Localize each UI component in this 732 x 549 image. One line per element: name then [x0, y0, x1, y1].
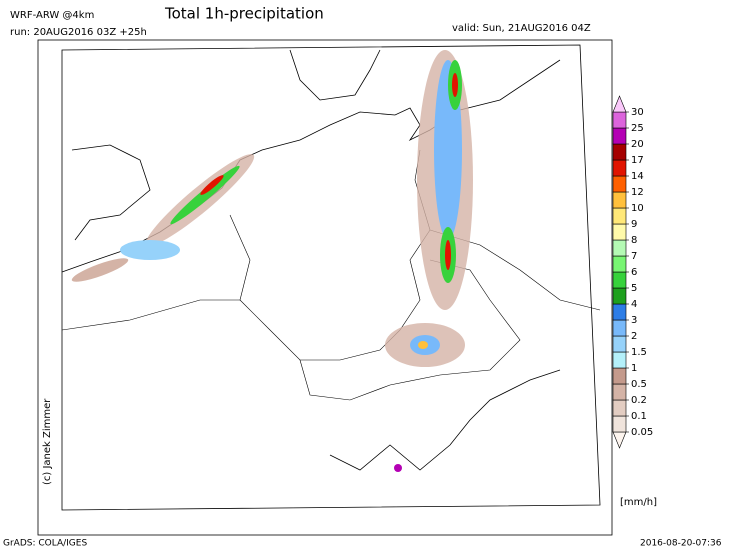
colorbar-box — [612, 207, 627, 225]
plot-frame — [37, 39, 613, 536]
colorbar-box — [612, 175, 627, 193]
colorbar-label: 0.2 — [631, 395, 647, 406]
colorbar-label: 1 — [631, 363, 637, 374]
colorbar-box — [612, 415, 627, 433]
colorbar-box — [612, 255, 627, 273]
colorbar-box — [612, 383, 627, 401]
map-frame — [61, 44, 601, 511]
colorbar-label: 0.5 — [631, 379, 647, 390]
colorbar-label: 0.05 — [631, 427, 653, 438]
coastline — [71, 144, 151, 241]
precipitation — [71, 50, 473, 472]
colorbar-label: 4 — [631, 299, 637, 310]
colorbar-label: 9 — [631, 219, 637, 230]
colorbar-box — [612, 159, 627, 177]
timestamp: 2016-08-20-07:36 — [640, 539, 722, 549]
colorbar-label: 1.5 — [631, 347, 647, 358]
precip-area — [418, 341, 428, 349]
colorbar-label: 14 — [631, 171, 644, 182]
colorbar-box — [612, 143, 627, 161]
colorbar-box — [612, 111, 627, 129]
legend-unit: [mm/h] — [620, 497, 657, 508]
colorbar-label: 2 — [631, 331, 637, 342]
colorbar-label: 20 — [631, 139, 644, 150]
precip-area — [71, 258, 129, 282]
colorbar-label: 5 — [631, 283, 637, 294]
precip-area — [445, 240, 451, 270]
colorbar-label: 25 — [631, 123, 644, 134]
precip-area — [452, 73, 458, 97]
precip-area — [170, 165, 240, 225]
coastline — [329, 369, 561, 471]
colorbar-label: 10 — [631, 203, 644, 214]
colorbar: 0.05 0.1 0.2 0.5 1 1.5 2 3 4 5 6 7 8 9 10 12 14 17 20 25 30 — [612, 95, 653, 449]
colorbar-box — [612, 271, 627, 289]
colorbar-box — [612, 191, 627, 209]
colorbar-box — [612, 319, 627, 337]
colorbar-box — [612, 335, 627, 353]
colorbar-label: 17 — [631, 155, 644, 166]
map — [61, 44, 601, 511]
precip-area — [200, 175, 224, 195]
colorbar-box — [612, 367, 627, 385]
colorbar-box — [612, 351, 627, 369]
colorbar-label: 8 — [631, 235, 637, 246]
valid-label: valid: Sun, 21AUG2016 04Z — [452, 23, 591, 34]
colorbar-label: 6 — [631, 267, 637, 278]
colorbar-box — [612, 223, 627, 241]
run-label: run: 20AUG2016 03Z +25h — [10, 27, 147, 38]
credit: (c) Janek Zimmer — [42, 398, 53, 485]
colorbar-box — [612, 303, 627, 321]
colorbar-box — [612, 287, 627, 305]
colorbar-label: 12 — [631, 187, 644, 198]
colorbar-label: 3 — [631, 315, 637, 326]
colorbar-box — [612, 399, 627, 417]
colorbar-box — [612, 127, 627, 145]
colorbar-end — [612, 95, 627, 113]
colorbar-label: 7 — [631, 251, 637, 262]
title: Total 1h-precipitation — [164, 5, 324, 23]
colorbar-label: 0.1 — [631, 411, 647, 422]
precip-area — [394, 464, 402, 472]
coastline — [289, 49, 381, 101]
model-label: WRF-ARW @4km — [10, 10, 94, 21]
colorbar-label: 30 — [631, 107, 644, 118]
precip-area — [120, 240, 180, 260]
border — [61, 299, 240, 331]
colorbar-box — [612, 239, 627, 257]
software-label: GrADS: COLA/IGES — [3, 539, 87, 549]
border — [299, 259, 521, 401]
